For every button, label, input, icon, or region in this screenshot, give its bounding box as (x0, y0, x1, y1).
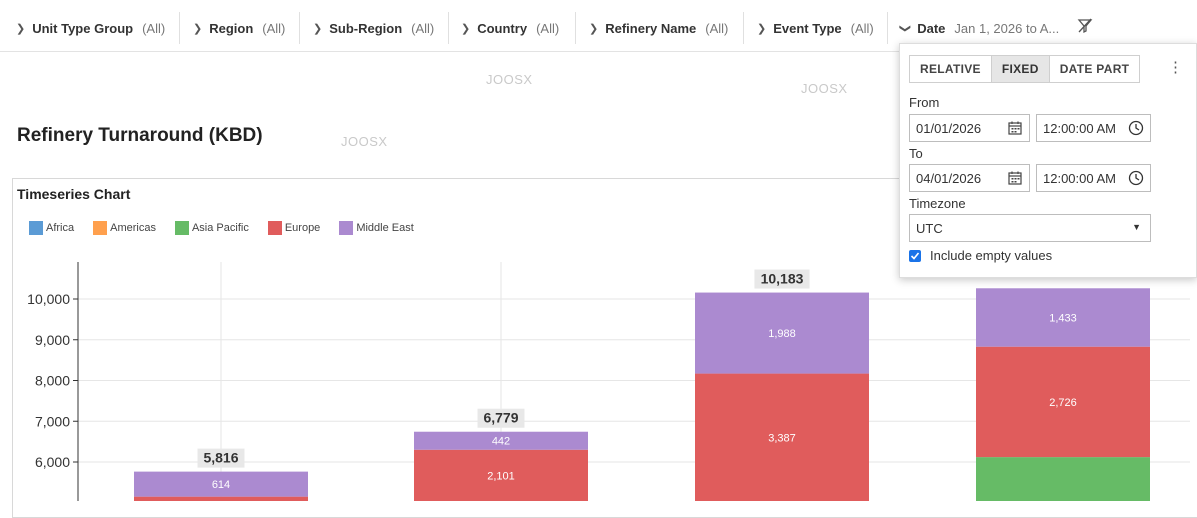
clock-icon[interactable] (1128, 170, 1144, 186)
data-label: 2,101 (487, 470, 515, 482)
chevron-right-icon: ❯ (313, 22, 323, 35)
chart-title: Timeseries Chart (17, 186, 131, 202)
from-time-input[interactable]: 12:00:00 AM (1036, 114, 1151, 142)
filter-divider (887, 12, 888, 44)
legend-item-americas[interactable]: Americas (93, 221, 156, 235)
more-options-icon[interactable]: ⋮ (1168, 59, 1183, 76)
watermark: JOOSX (486, 72, 533, 87)
filter-divider (299, 12, 300, 44)
filter-divider (743, 12, 744, 44)
legend-swatch (29, 221, 43, 235)
filter-divider (448, 12, 449, 44)
bar-segment-europe (134, 496, 308, 501)
chevron-right-icon: ❯ (461, 22, 471, 35)
filter-date[interactable]: ❯ Date Jan 1, 2026 to A... (899, 20, 1060, 36)
y-tick-label: 6,000 (35, 454, 70, 470)
timezone-select[interactable]: UTC ▼ (909, 214, 1151, 242)
timezone-label: Timezone (909, 196, 966, 211)
clock-icon[interactable] (1128, 120, 1144, 136)
date-filter-popover: RELATIVE FIXED DATE PART ⋮ From 01/01/20… (899, 43, 1197, 278)
data-label: 1,988 (768, 328, 796, 340)
date-mode-tabs: RELATIVE FIXED DATE PART (909, 55, 1141, 83)
from-label: From (909, 95, 940, 110)
chevron-right-icon: ❯ (757, 22, 767, 35)
data-label: 3,387 (768, 432, 796, 444)
total-label-bg (197, 448, 245, 468)
chart-legend: Africa Americas Asia Pacific Europe Midd… (29, 221, 433, 235)
bar-segment-europe (976, 346, 1150, 458)
filter-divider (179, 12, 180, 44)
chevron-right-icon: ❯ (589, 22, 599, 35)
total-label: 5,816 (203, 450, 238, 466)
bar-segment-middle-east (976, 288, 1150, 347)
bar-segment-europe (695, 373, 869, 501)
total-label-bg (477, 408, 525, 428)
total-label-bg (754, 269, 810, 289)
tab-date-part[interactable]: DATE PART (1059, 62, 1130, 76)
total-label: 10,183 (761, 271, 804, 287)
filter-country[interactable]: ❯ Country (All) (461, 20, 560, 36)
y-tick-label: 10,000 (27, 291, 70, 307)
filter-bar: ❯ Unit Type Group (All) ❯ Region (All) ❯… (0, 0, 1197, 52)
bar-segment-middle-east (134, 471, 308, 497)
y-tick-label: 8,000 (35, 373, 70, 389)
data-label: 442 (492, 436, 510, 448)
legend-swatch (339, 221, 354, 235)
y-tick-label: 7,000 (35, 413, 70, 429)
filter-event-type[interactable]: ❯ Event Type (All) (757, 20, 874, 36)
timeseries-chart: 10,000 9,000 8,000 7,000 6,000 614 5,816 442 2,1… (27, 262, 1190, 501)
bar-segment-middle-east (695, 292, 869, 374)
legend-item-africa[interactable]: Africa (29, 221, 74, 235)
watermark: JOOSX (801, 81, 848, 96)
filter-sub-region[interactable]: ❯ Sub-Region (All) (313, 20, 435, 36)
legend-swatch (267, 221, 282, 235)
filter-unit-type-group[interactable]: ❯ Unit Type Group (All) (16, 20, 166, 36)
legend-item-europe[interactable]: Europe (267, 221, 320, 235)
tab-relative[interactable]: RELATIVE (910, 56, 992, 82)
include-empty-checkbox[interactable] (909, 249, 921, 262)
from-date-input[interactable]: 01/01/2026 (909, 114, 1030, 142)
to-label: To (909, 146, 923, 161)
data-label: 2,726 (1049, 397, 1077, 409)
calendar-icon[interactable] (1007, 170, 1023, 186)
legend-item-asia-pacific[interactable]: Asia Pacific (174, 221, 249, 235)
calendar-icon[interactable] (1007, 120, 1023, 136)
bar-segment-europe (414, 449, 588, 501)
chevron-right-icon: ❯ (16, 22, 26, 35)
caret-down-icon: ▼ (1132, 222, 1141, 232)
filter-divider (575, 12, 576, 44)
filter-refinery-name[interactable]: ❯ Refinery Name (All) (589, 20, 729, 36)
to-date-input[interactable]: 04/01/2026 (909, 164, 1030, 192)
page-title: Refinery Turnaround (KBD) (17, 125, 263, 146)
checkmark-icon (910, 251, 920, 260)
bar-segment-asia-pacific (976, 457, 1150, 501)
data-label: 1,433 (1049, 312, 1077, 324)
chevron-right-icon: ❯ (193, 22, 203, 35)
include-empty-values[interactable]: Include empty values (909, 248, 1052, 263)
watermark: JOOSX (341, 134, 388, 149)
total-label: 6,779 (483, 410, 518, 426)
tab-fixed[interactable]: FIXED (991, 56, 1050, 82)
data-label: 614 (212, 479, 230, 491)
filter-region[interactable]: ❯ Region (All) (193, 20, 286, 36)
bar-segment-middle-east (414, 431, 588, 450)
legend-swatch (174, 221, 189, 235)
y-tick-label: 9,000 (35, 332, 70, 348)
to-time-input[interactable]: 12:00:00 AM (1036, 164, 1151, 192)
clear-filter-icon[interactable] (1077, 18, 1093, 34)
legend-item-middle-east[interactable]: Middle East (339, 221, 414, 235)
legend-swatch (93, 221, 108, 235)
